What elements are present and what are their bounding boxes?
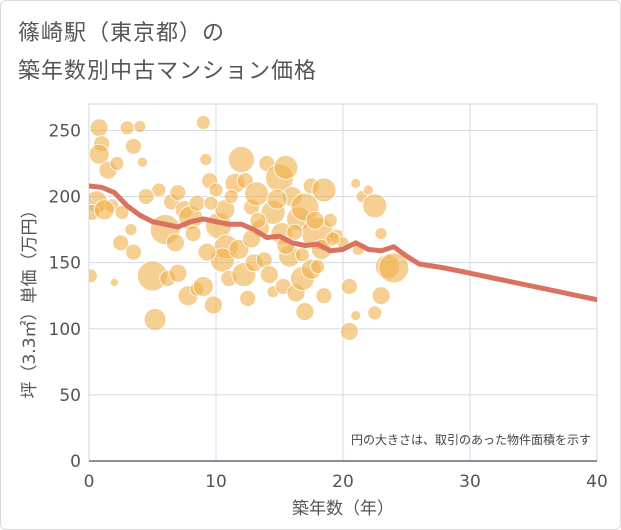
y-tick-label: 250 bbox=[49, 121, 81, 141]
bubble-point bbox=[259, 265, 279, 284]
x-tick-label: 40 bbox=[586, 472, 608, 492]
bubble-point bbox=[165, 233, 185, 253]
y-tick-label: 100 bbox=[49, 320, 81, 340]
bubble-point bbox=[89, 143, 110, 165]
x-axis-label: 築年数（年） bbox=[292, 499, 394, 519]
bubble-point bbox=[322, 212, 338, 228]
bubble-point bbox=[244, 181, 270, 207]
bubble-point bbox=[325, 231, 341, 247]
x-tick-labels: 0 10 20 30 40 bbox=[84, 472, 608, 492]
bubble-point bbox=[112, 234, 130, 252]
bubble-point bbox=[125, 137, 142, 155]
x-tick-label: 30 bbox=[459, 472, 481, 492]
bubble-point bbox=[169, 184, 187, 201]
bubble-point bbox=[340, 278, 358, 295]
bubble-point bbox=[199, 153, 213, 166]
chart-title-line2: 築年数別中古マンション価格 bbox=[18, 59, 318, 84]
bubble-point bbox=[89, 268, 98, 284]
bubble-point bbox=[192, 276, 214, 297]
x-tick-label: 10 bbox=[205, 472, 227, 492]
bubble-point bbox=[197, 242, 217, 262]
bubble-point bbox=[266, 188, 288, 210]
bubble-point bbox=[286, 223, 304, 241]
bubble-point bbox=[125, 243, 142, 261]
bubble-point bbox=[124, 223, 138, 237]
bubble-point bbox=[168, 263, 188, 283]
bubble-point bbox=[315, 287, 333, 305]
bubble-point bbox=[249, 211, 267, 229]
y-tick-label: 150 bbox=[49, 254, 81, 274]
bubble-point bbox=[93, 199, 115, 221]
bubble-point bbox=[143, 308, 167, 331]
y-tick-label: 50 bbox=[59, 386, 81, 406]
bubble-point bbox=[119, 120, 135, 136]
bubble-point bbox=[239, 289, 257, 307]
y-axis-label: 坪（3.3㎡）単価（万円） bbox=[20, 201, 40, 398]
x-tick-label: 0 bbox=[84, 472, 95, 492]
bubble-point bbox=[228, 239, 250, 260]
bubble-point bbox=[109, 156, 125, 171]
bubble-point bbox=[374, 227, 388, 240]
bubble-point bbox=[114, 205, 130, 220]
average-trend-line bbox=[89, 183, 597, 303]
bubble-point bbox=[89, 118, 109, 138]
bubble-point bbox=[227, 146, 255, 173]
bubble-point bbox=[310, 259, 326, 275]
bubble-point bbox=[294, 247, 310, 263]
bubble-point bbox=[305, 210, 325, 230]
bubble-point bbox=[184, 225, 202, 242]
bubble-point bbox=[203, 195, 219, 211]
chart-title-line1: 篠崎駅（東京都）の bbox=[18, 21, 226, 46]
y-tick-labels: 0 50 100 150 200 250 bbox=[49, 121, 81, 472]
x-tick-label: 20 bbox=[332, 472, 354, 492]
bubble-point bbox=[137, 188, 155, 205]
bubble-point bbox=[362, 184, 374, 196]
bubble-point bbox=[339, 322, 359, 341]
bubble-point bbox=[350, 177, 362, 189]
bubble-point bbox=[204, 295, 223, 315]
bubble-point bbox=[188, 194, 206, 212]
bubble-point bbox=[295, 302, 315, 321]
bubble-point bbox=[378, 252, 410, 284]
bubble-point bbox=[311, 177, 337, 203]
bubble-point bbox=[350, 310, 362, 321]
y-tick-label: 200 bbox=[49, 188, 81, 208]
bubble-point bbox=[110, 278, 119, 287]
bubble-point bbox=[362, 193, 388, 219]
bubble-point bbox=[151, 182, 167, 198]
bubble-point bbox=[223, 189, 239, 204]
bubble-point bbox=[371, 286, 391, 306]
bubble-point bbox=[195, 115, 211, 130]
y-tick-label: 0 bbox=[70, 452, 81, 472]
bubble-point bbox=[136, 156, 148, 168]
bubble-size-note: 円の大きさは、取引のあった物件面積を示す bbox=[351, 432, 591, 447]
bubble-point bbox=[367, 305, 383, 321]
bubble-point bbox=[133, 120, 147, 133]
bubble-point bbox=[273, 155, 299, 180]
bubble-point bbox=[208, 182, 224, 198]
